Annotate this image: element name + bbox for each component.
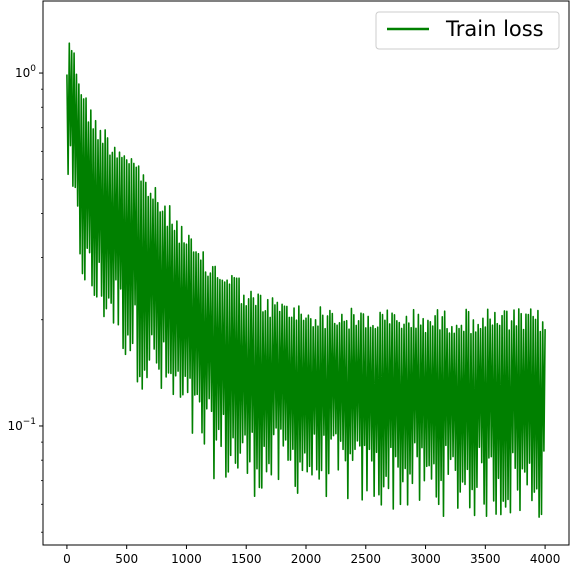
legend-label-train-loss: Train loss [445,17,544,41]
legend: Train loss [375,11,560,50]
y-tick-label: 10−1 [7,417,36,433]
x-tick-label: 3000 [410,552,441,566]
series-line-train-loss [66,42,546,518]
x-tick-label: 1500 [231,552,262,566]
x-tick-label: 1000 [171,552,202,566]
legend-box [375,11,560,50]
y-tick-label: 100 [15,64,36,80]
x-tick-label: 4000 [530,552,561,566]
x-tick-label: 2000 [291,552,322,566]
x-tick-label: 2500 [350,552,381,566]
x-axis: 0 500 1000 1500 2000 2500 3000 3500 4000 [63,545,560,566]
series-layer [66,42,546,518]
y-axis: 10−1 100 [7,64,43,533]
x-tick-label: 3500 [470,552,501,566]
x-tick-label: 0 [63,552,71,566]
x-tick-label: 500 [115,552,138,566]
